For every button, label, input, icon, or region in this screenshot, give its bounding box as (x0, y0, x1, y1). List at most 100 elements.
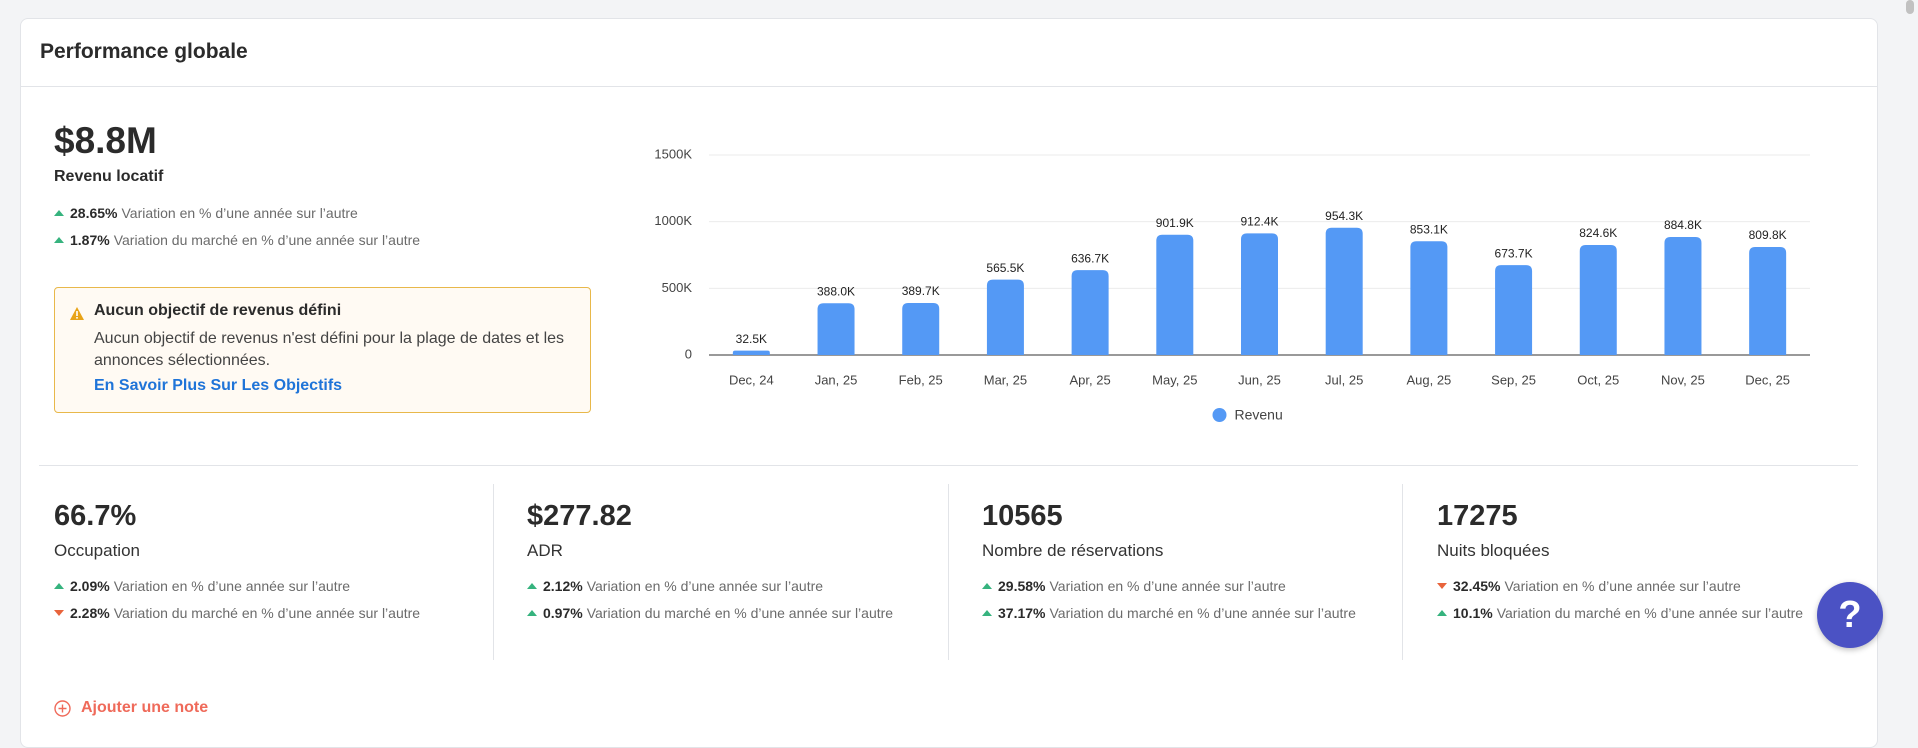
separator (493, 484, 494, 660)
bar (817, 303, 855, 355)
y-tick-label: 500K (662, 280, 693, 295)
bar (986, 279, 1024, 355)
metric-label: ADR (527, 541, 563, 560)
change-row: 29.58% Variation en % d’une année sur l’a… (982, 576, 1382, 597)
change-content: 10.1% Variation du marché en % d’une anné… (1453, 603, 1803, 624)
change-text: Variation du marché en % d’une année sur… (1496, 605, 1804, 621)
y-tick-label: 0 (685, 346, 692, 361)
change-list: 29.58% Variation en % d’une année sur l’a… (982, 576, 1382, 630)
change-text: Variation du marché en % d’une année sur… (113, 605, 421, 621)
plus-icon (54, 699, 71, 717)
legend-label: Revenu (1235, 407, 1283, 423)
value-label: 954.3K (1325, 209, 1363, 223)
divider (39, 465, 1858, 466)
change-arrow (54, 237, 64, 243)
change-text: Variation en % d’une année sur l’autre (113, 578, 351, 594)
change-value: 1.87% (70, 232, 110, 248)
change-text: Variation du marché en % d’une année sur… (1049, 605, 1356, 621)
change-row: 28.65% Variation en % d’une année sur l’a… (54, 203, 574, 224)
x-tick-label: Feb, 25 (899, 372, 943, 387)
change-row: 2.12% Variation en % d’une année sur l’au… (527, 576, 927, 597)
value-label: 565.5K (986, 261, 1024, 275)
legend-marker (1212, 408, 1227, 422)
change-content: 0.97% Variation du marché en % d’une anné… (543, 603, 893, 624)
revenue-value: $8.8M (54, 120, 157, 161)
change-value: 10.1% (1453, 605, 1493, 621)
value-label: 636.7K (1071, 251, 1109, 265)
help-button[interactable]: ? (1817, 582, 1883, 648)
change-row: 0.97% Variation du marché en % d’une anné… (527, 603, 927, 624)
change-text: Variation en % d’une année sur l’autre (1049, 578, 1286, 594)
warning-icon (70, 307, 84, 320)
bar (1495, 265, 1533, 355)
value-label: 389.7K (902, 284, 940, 298)
value-label: 912.4K (1240, 215, 1278, 229)
scrollbar (1906, 0, 1914, 14)
divider (20, 86, 1878, 87)
change-content: 29.58% Variation en % d’une année sur l’a… (998, 576, 1286, 597)
separator (948, 484, 949, 660)
metric-value: 17275 (1437, 500, 1518, 532)
add-note[interactable]: Ajouter une note (54, 699, 208, 717)
alert-title: Aucun objectif de revenus défini (94, 302, 342, 319)
x-tick-label: May, 25 (1152, 372, 1197, 387)
y-tick-label: 1500K (654, 146, 692, 161)
value-label: 388.0K (817, 284, 855, 298)
change-content: 2.12% Variation en % d’une année sur l’au… (543, 576, 823, 597)
change-value: 32.45% (1453, 578, 1501, 594)
bar (732, 350, 770, 355)
change-row: 2.28% Variation du marché en % d’une anné… (54, 603, 474, 624)
change-content: 2.28% Variation du marché en % d’une anné… (70, 603, 420, 624)
value-label: 901.9K (1156, 216, 1194, 230)
metric-value: 10565 (982, 500, 1063, 532)
change-row: 1.87% Variation du marché en % d’une anné… (54, 230, 574, 251)
change-value: 2.09% (70, 578, 110, 594)
x-tick-label: Apr, 25 (1070, 372, 1111, 387)
x-tick-label: Mar, 25 (984, 372, 1027, 387)
metric-value: $277.82 (527, 500, 632, 532)
change-content: 32.45% Variation en % d’une année sur l’a… (1453, 576, 1741, 597)
x-tick-label: Jan, 25 (815, 372, 858, 387)
value-label: 809.8K (1749, 228, 1787, 242)
change-text: Variation du marché en % d’une année sur… (113, 232, 421, 248)
change-row: 32.45% Variation en % d’une année sur l’a… (1437, 576, 1847, 597)
chart: 0 500K 1000K 1500K Dec, 24 Jan, 25 Feb, 25 Mar,… (654, 146, 1810, 423)
change-text: Variation du marché en % d’une année sur… (586, 605, 894, 621)
metric-label: Nombre de réservations (982, 541, 1164, 560)
change-row: 37.17% Variation du marché en % d’une ann… (982, 603, 1382, 624)
svg-text:?: ? (1838, 594, 1861, 636)
x-tick-label: Sep, 25 (1491, 372, 1536, 387)
alert-link[interactable]: En Savoir Plus Sur Les Objectifs (94, 377, 343, 394)
change-arrow (54, 210, 64, 216)
bar (1156, 234, 1194, 355)
alert-text: Aucun objectif de revenus n'est défini p… (94, 330, 565, 369)
change-content: 28.65% Variation en % d’une année sur l’a… (70, 203, 358, 224)
add-note-text: Ajouter une note (81, 699, 209, 716)
bar (1071, 270, 1109, 355)
bar (1241, 233, 1278, 355)
change-list: 28.65% Variation en % d’une année sur l’a… (54, 203, 574, 257)
bar (1664, 237, 1702, 355)
value-label: 824.6K (1579, 226, 1617, 240)
bar (1749, 247, 1787, 355)
value-label: 673.7K (1495, 246, 1533, 260)
bar (1579, 245, 1617, 355)
change-content: 37.17% Variation du marché en % d’une ann… (998, 603, 1356, 624)
x-tick-label: Oct, 25 (1577, 372, 1619, 387)
card-title: Performance globale (40, 40, 248, 63)
change-arrow (527, 583, 537, 589)
change-list: 32.45% Variation en % d’une année sur l’a… (1437, 576, 1847, 630)
x-tick-label: Aug, 25 (1406, 372, 1451, 387)
x-tick-label: Nov, 25 (1661, 372, 1705, 387)
separator (1402, 484, 1403, 660)
x-tick-label: Dec, 24 (729, 372, 774, 387)
x-tick-label: Jun, 25 (1238, 372, 1281, 387)
change-text: Variation en % d’une année sur l’autre (1504, 578, 1741, 594)
value-label: 32.5K (736, 332, 767, 346)
value-label: 884.8K (1664, 218, 1702, 232)
change-arrow (982, 610, 992, 616)
x-tick-label: Jul, 25 (1325, 372, 1363, 387)
metric-label: Occupation (54, 541, 140, 560)
x-tick-label: Dec, 25 (1745, 372, 1790, 387)
